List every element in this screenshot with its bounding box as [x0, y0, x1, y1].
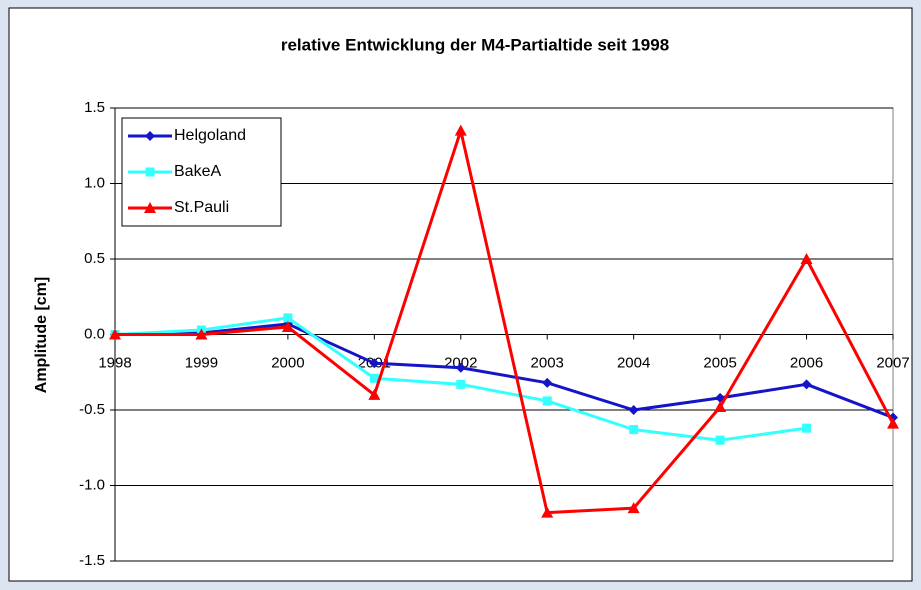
legend-label: BakeA: [174, 163, 221, 180]
y-tick-label: 0.0: [84, 325, 105, 342]
legend-label: St.Pauli: [174, 199, 229, 216]
data-point: [541, 506, 554, 518]
data-point: [369, 373, 379, 383]
y-tick-label: 1.5: [84, 99, 105, 116]
y-tick-label: 1.0: [84, 174, 105, 191]
y-tick-label: -1.0: [79, 476, 105, 493]
series-line: [115, 129, 895, 515]
data-point: [801, 379, 812, 390]
y-tick-label: -1.5: [79, 552, 105, 569]
x-tick-label: 2003: [531, 354, 564, 371]
data-point: [800, 253, 813, 264]
data-point: [281, 320, 294, 332]
data-point: [283, 313, 293, 323]
data-point: [195, 328, 208, 340]
series-line: [114, 322, 894, 419]
data-point: [109, 328, 121, 340]
legend-label: Helgoland: [174, 127, 246, 144]
x-tick-label: 2006: [790, 354, 823, 371]
chart-area: [8, 7, 913, 582]
data-point: [369, 358, 380, 369]
chart-title: relative Entwicklung der M4-Partialtide …: [281, 35, 669, 54]
data-point: [455, 362, 466, 373]
data-point: [542, 396, 552, 406]
x-tick-label: 2007: [876, 354, 909, 371]
data-point: [542, 377, 553, 388]
x-tick-label: 2004: [617, 354, 650, 371]
data-point: [627, 502, 640, 514]
data-point: [715, 435, 725, 445]
x-tick-label: 1998: [98, 354, 131, 371]
legend-marker: [144, 202, 156, 213]
data-point: [628, 405, 639, 415]
legend-marker: [145, 167, 155, 177]
data-point: [802, 423, 812, 433]
legend-marker: [145, 131, 155, 141]
y-axis-label: Amplitude [cm]: [33, 277, 50, 393]
x-tick-label: 2005: [703, 354, 736, 371]
data-point: [714, 400, 727, 412]
x-tick-label: 2000: [271, 354, 304, 371]
data-point: [887, 417, 899, 429]
data-point: [629, 425, 639, 435]
data-point: [456, 379, 466, 389]
y-tick-label: 0.5: [84, 250, 105, 267]
y-tick-label: -0.5: [79, 401, 105, 418]
x-tick-label: 1999: [185, 354, 218, 371]
data-point: [368, 388, 381, 400]
data-point: [454, 124, 467, 136]
